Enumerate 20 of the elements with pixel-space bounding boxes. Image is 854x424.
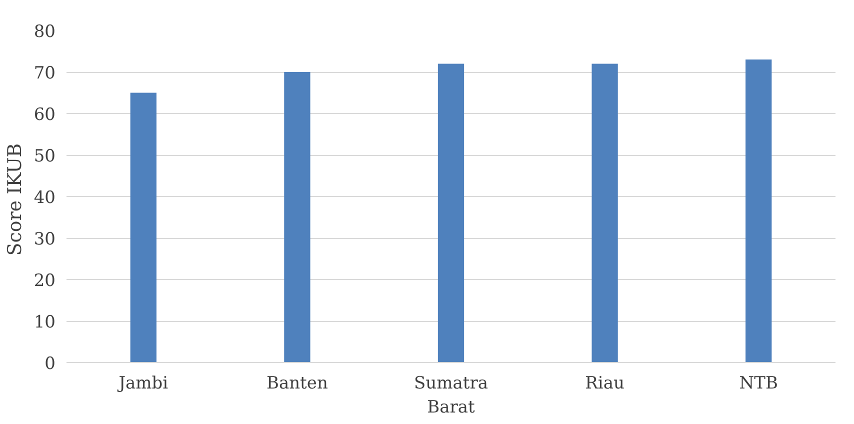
x-tick-label: Jambi xyxy=(116,374,169,394)
bar xyxy=(438,64,464,362)
y-tick-label: 50 xyxy=(34,146,56,166)
x-tick-label: NTB xyxy=(739,374,778,394)
y-tick-label: 40 xyxy=(34,188,56,208)
x-tick-label: Sumatra Barat xyxy=(414,374,488,418)
y-tick-label: 20 xyxy=(34,271,56,291)
bar xyxy=(746,60,772,362)
y-tick-label: 70 xyxy=(34,64,56,84)
x-tick-label: Banten xyxy=(266,374,328,394)
y-tick-label: 10 xyxy=(34,312,56,332)
y-tick-label: 60 xyxy=(34,105,56,125)
y-tick-label: 0 xyxy=(44,354,56,374)
bar xyxy=(592,64,618,362)
y-axis-title: Score IKUB xyxy=(4,143,26,256)
bar xyxy=(130,92,156,362)
y-tick-label: 30 xyxy=(34,230,56,250)
y-tick-label: 80 xyxy=(34,22,56,42)
bar xyxy=(284,72,310,362)
x-tick-label: Riau xyxy=(585,374,625,394)
